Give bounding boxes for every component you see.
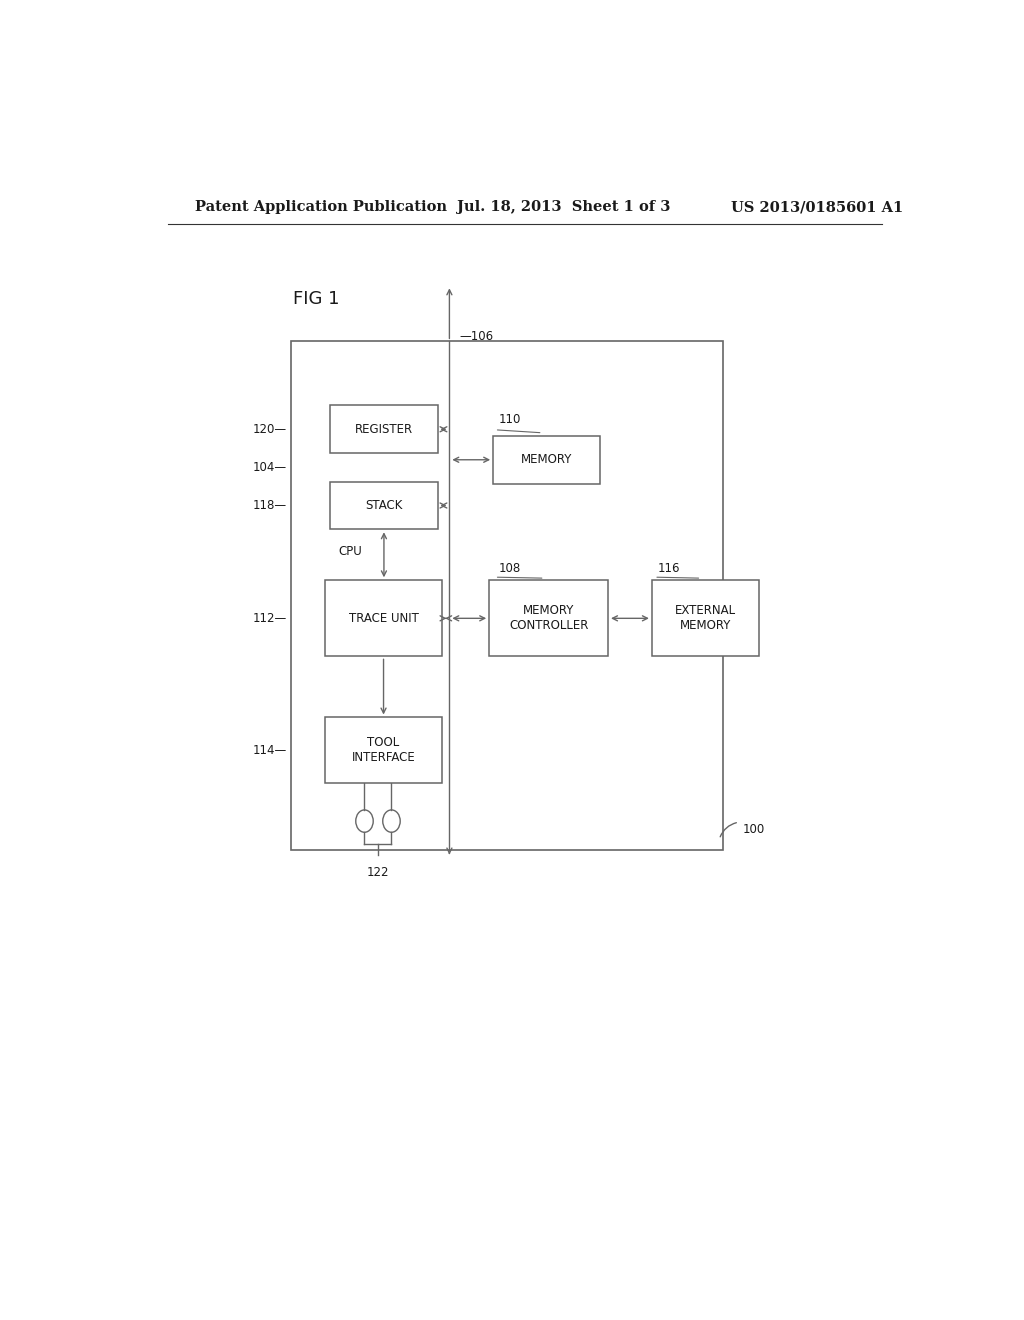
Bar <box>331 482 437 529</box>
Text: 122: 122 <box>367 866 389 879</box>
Text: 110: 110 <box>499 413 521 426</box>
Text: Patent Application Publication: Patent Application Publication <box>196 201 447 214</box>
Bar <box>331 405 437 453</box>
Bar <box>325 581 442 656</box>
Text: 118—: 118— <box>253 499 287 512</box>
Bar <box>489 581 608 656</box>
Bar <box>325 718 442 784</box>
Text: REGISTER: REGISTER <box>355 422 413 436</box>
Text: —106: —106 <box>460 330 494 343</box>
Text: 104—: 104— <box>253 461 287 474</box>
Text: STACK: STACK <box>366 499 402 512</box>
Text: 114—: 114— <box>253 744 287 756</box>
Text: TOOL
INTERFACE: TOOL INTERFACE <box>351 737 416 764</box>
Text: 100: 100 <box>743 822 765 836</box>
Bar <box>652 581 759 656</box>
Text: FIG 1: FIG 1 <box>293 289 340 308</box>
Bar <box>291 342 723 850</box>
Text: MEMORY: MEMORY <box>521 453 572 466</box>
Text: MEMORY
CONTROLLER: MEMORY CONTROLLER <box>509 605 589 632</box>
Text: Jul. 18, 2013  Sheet 1 of 3: Jul. 18, 2013 Sheet 1 of 3 <box>458 201 671 214</box>
Text: 116: 116 <box>658 561 681 574</box>
Text: 120—: 120— <box>253 422 287 436</box>
Text: CPU: CPU <box>338 545 362 558</box>
Text: 112—: 112— <box>253 612 287 624</box>
Bar <box>494 436 600 483</box>
Text: 108: 108 <box>499 561 521 574</box>
Text: US 2013/0185601 A1: US 2013/0185601 A1 <box>731 201 903 214</box>
Text: TRACE UNIT: TRACE UNIT <box>348 612 419 624</box>
Text: EXTERNAL
MEMORY: EXTERNAL MEMORY <box>675 605 736 632</box>
